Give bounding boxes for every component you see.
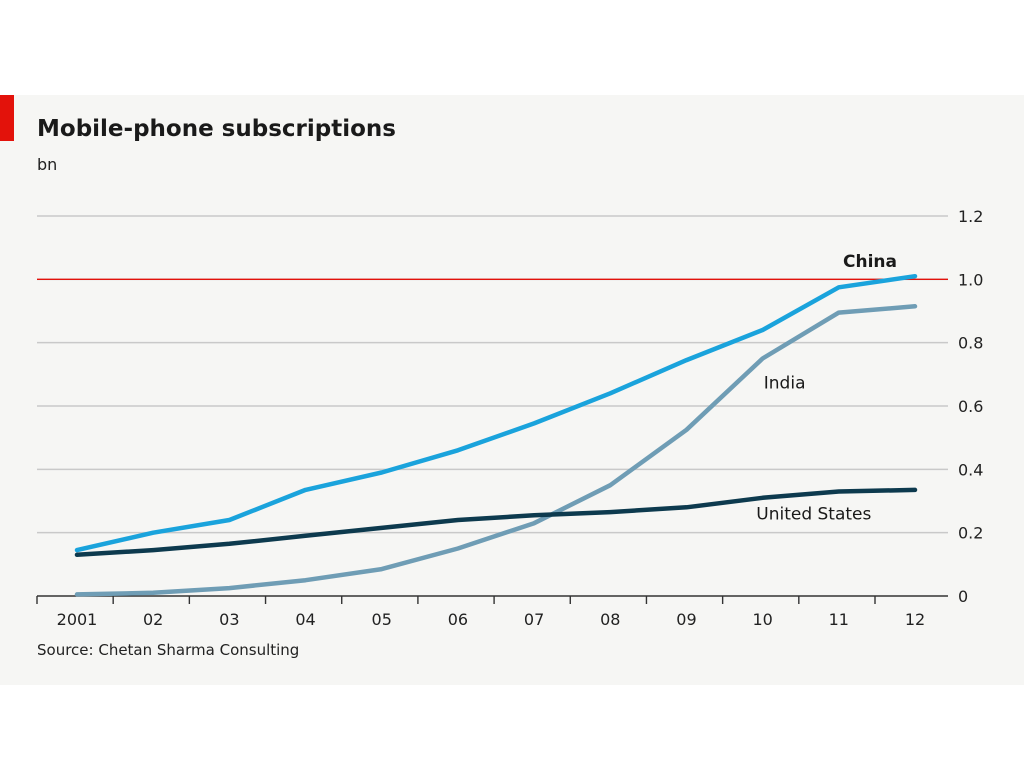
series-line-china <box>74 273 918 553</box>
x-tick-label-0: 2001 <box>57 610 98 629</box>
series-label-india: India <box>764 374 806 394</box>
x-tick-label-9: 10 <box>752 610 772 629</box>
x-tick-label-8: 09 <box>676 610 696 629</box>
x-tick-label-7: 08 <box>600 610 620 629</box>
series-label-united-states: United States <box>756 505 871 525</box>
label-layer: China India United States <box>756 252 897 524</box>
source-note: Source: Chetan Sharma Consulting <box>37 641 300 659</box>
brand-tag <box>0 95 14 141</box>
grid-layer: 0 0.2 0.4 0.6 0.8 1.0 1.2 <box>37 207 983 606</box>
x-tick-label-1: 02 <box>143 610 163 629</box>
y-tick-label-4: 0.8 <box>958 334 983 353</box>
chart-title: Mobile-phone subscriptions <box>37 116 396 142</box>
y-tick-label-5: 1.0 <box>958 270 983 289</box>
x-tick-label-10: 11 <box>829 610 849 629</box>
series-line-india <box>74 304 918 597</box>
y-tick-label-2: 0.4 <box>958 460 983 479</box>
series-label-china: China <box>843 252 897 272</box>
chart-panel <box>0 95 1024 685</box>
x-tick-label-6: 07 <box>524 610 544 629</box>
x-tick-label-4: 05 <box>372 610 392 629</box>
x-tick-label-2: 03 <box>219 610 239 629</box>
x-tick-label-3: 04 <box>295 610 315 629</box>
y-tick-label-3: 0.6 <box>958 397 983 416</box>
x-tick-label-11: 12 <box>905 610 925 629</box>
y-tick-label-0: 0 <box>958 587 968 606</box>
y-tick-label-1: 0.2 <box>958 524 983 543</box>
x-axis: 2001 02 03 04 05 06 07 08 09 10 11 12 <box>36 595 948 629</box>
y-tick-label-6: 1.2 <box>958 207 983 226</box>
unit-label: bn <box>37 155 58 174</box>
x-tick-label-5: 06 <box>448 610 468 629</box>
series-line-united-states <box>74 487 918 558</box>
series-layer <box>74 273 918 597</box>
